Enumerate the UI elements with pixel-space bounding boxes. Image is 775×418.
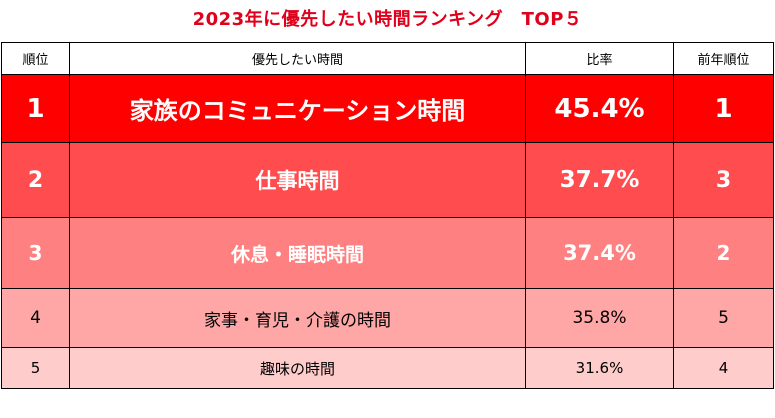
prev-rank-cell: 5 [673,288,774,348]
ratio-cell: 37.7% [525,142,674,218]
item-cell: 趣味の時間 [69,347,526,389]
rank-cell: 2 [1,142,70,218]
table-row: 3 休息・睡眠時間 37.4% 2 [1,217,774,289]
item-cell: 仕事時間 [69,142,526,218]
ratio-cell: 45.4% [525,74,674,143]
prev-rank-cell: 3 [673,142,774,218]
rank-cell: 5 [1,347,70,389]
item-cell: 休息・睡眠時間 [69,217,526,289]
table-row: 2 仕事時間 37.7% 3 [1,142,774,218]
header-ratio: 比率 [525,42,674,75]
ratio-cell: 35.8% [525,288,674,348]
header-row: 順位 優先したい時間 比率 前年順位 [1,42,774,75]
item-cell: 家事・育児・介護の時間 [69,288,526,348]
prev-rank-cell: 4 [673,347,774,389]
rank-cell: 4 [1,288,70,348]
header-prev-rank: 前年順位 [673,42,774,75]
prev-rank-cell: 1 [673,74,774,143]
header-rank: 順位 [1,42,70,75]
table-row: 5 趣味の時間 31.6% 4 [1,347,774,389]
table-row: 4 家事・育児・介護の時間 35.8% 5 [1,288,774,348]
prev-rank-cell: 2 [673,217,774,289]
ratio-cell: 37.4% [525,217,674,289]
rank-cell: 3 [1,217,70,289]
ranking-table: 順位 優先したい時間 比率 前年順位 1 家族のコミュニケーション時間 45.4… [1,42,774,389]
rank-cell: 1 [1,74,70,143]
item-cell: 家族のコミュニケーション時間 [69,74,526,143]
ratio-cell: 31.6% [525,347,674,389]
header-item: 優先したい時間 [69,42,526,75]
table-row: 1 家族のコミュニケーション時間 45.4% 1 [1,74,774,143]
ranking-title: 2023年に優先したい時間ランキング TOP５ [192,9,583,30]
